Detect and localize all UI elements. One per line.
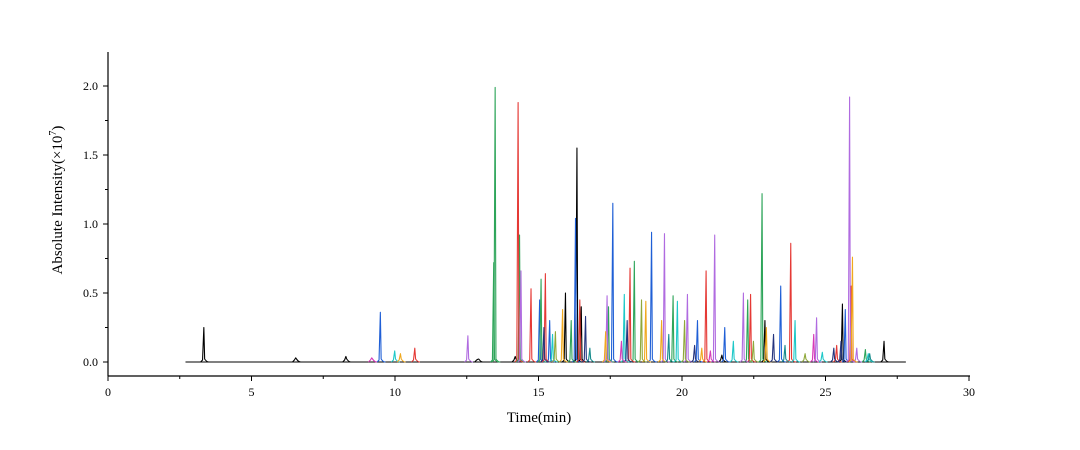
peak [810, 333, 819, 363]
x-tick-label: 15 [533, 385, 545, 399]
peak [540, 326, 550, 363]
peak [781, 344, 791, 363]
peak [396, 353, 406, 363]
series-blue [376, 202, 851, 363]
peak [617, 340, 627, 363]
peak [490, 262, 499, 363]
x-ticks: 0 5 10 15 20 25 30 [105, 376, 975, 399]
y-tick-label: 2.0 [83, 79, 98, 93]
peak [561, 292, 571, 363]
peak [376, 311, 386, 363]
y-axis-title-exponent: 7 [48, 131, 59, 136]
y-tick-label: 0.5 [83, 286, 98, 300]
y-axis-title: Absolute Intensity(×107) [48, 126, 66, 275]
peak [620, 293, 630, 363]
peak [818, 351, 828, 363]
peak [548, 333, 558, 363]
peak [706, 350, 716, 363]
series-cyan [391, 293, 874, 363]
x-tick-label: 5 [249, 385, 255, 399]
series-magenta [368, 333, 819, 363]
peak [567, 320, 577, 363]
peak [586, 347, 596, 363]
x-tick-label: 20 [676, 385, 688, 399]
axes: 0 5 10 15 20 25 30 0.0 0.5 1.0 1.5 2.0 [83, 52, 975, 399]
peak [665, 333, 674, 363]
peak [746, 293, 756, 363]
y-ticks: 0.0 0.5 1.0 1.5 2.0 [83, 79, 108, 369]
y-axis-title-prefix: Absolute Intensity(×10 [50, 136, 66, 275]
peak [880, 340, 890, 363]
peak [551, 331, 561, 363]
x-tick-label: 25 [820, 385, 832, 399]
peak [411, 347, 420, 363]
y-tick-label: 1.5 [83, 148, 98, 162]
peak [647, 231, 657, 363]
peak [514, 102, 524, 363]
peak [837, 340, 847, 363]
series-navy [540, 315, 847, 363]
peak [702, 270, 712, 363]
peak [609, 202, 618, 363]
peak [718, 354, 728, 363]
peak [491, 86, 501, 363]
peak [576, 299, 585, 363]
peak [603, 295, 613, 363]
peak [721, 326, 730, 363]
peak [292, 357, 301, 363]
y-tick-label: 0.0 [83, 355, 98, 369]
y-axis-title-suffix: ) [50, 126, 66, 131]
peak [848, 256, 858, 363]
peak [812, 317, 822, 363]
peak [680, 320, 690, 363]
peak [711, 234, 720, 363]
peak [749, 340, 759, 363]
peak [637, 299, 647, 363]
series-teal [586, 333, 875, 363]
series-purple [464, 96, 862, 363]
peak [527, 288, 537, 363]
peak [690, 344, 700, 363]
peak [546, 320, 555, 363]
peak [474, 358, 484, 363]
peak [801, 353, 811, 363]
series-orange [396, 256, 858, 363]
x-tick-label: 0 [105, 385, 111, 399]
peak [464, 335, 474, 363]
peak [791, 320, 801, 363]
peak [200, 326, 209, 363]
peak [642, 300, 651, 363]
peak [630, 260, 640, 363]
peak [729, 340, 739, 363]
peak [558, 309, 568, 363]
peak [769, 333, 779, 363]
series-green [490, 86, 871, 363]
peak [342, 355, 352, 363]
x-tick-label: 30 [963, 385, 975, 399]
peak [698, 347, 707, 363]
peak [673, 300, 683, 363]
x-axis-title: Time(min) [507, 410, 571, 426]
peak [391, 350, 400, 363]
peak [368, 357, 377, 363]
x-tick-label: 10 [389, 385, 401, 399]
peak [739, 292, 749, 363]
peak [604, 306, 614, 363]
peak [853, 347, 862, 363]
peak [744, 299, 753, 363]
peak [623, 320, 633, 363]
plot-area [185, 86, 906, 363]
peak [602, 331, 611, 363]
peak [517, 270, 527, 363]
peak [866, 353, 875, 363]
peak [626, 267, 636, 363]
y-tick-label: 1.0 [83, 217, 98, 231]
series-olive [551, 299, 811, 363]
